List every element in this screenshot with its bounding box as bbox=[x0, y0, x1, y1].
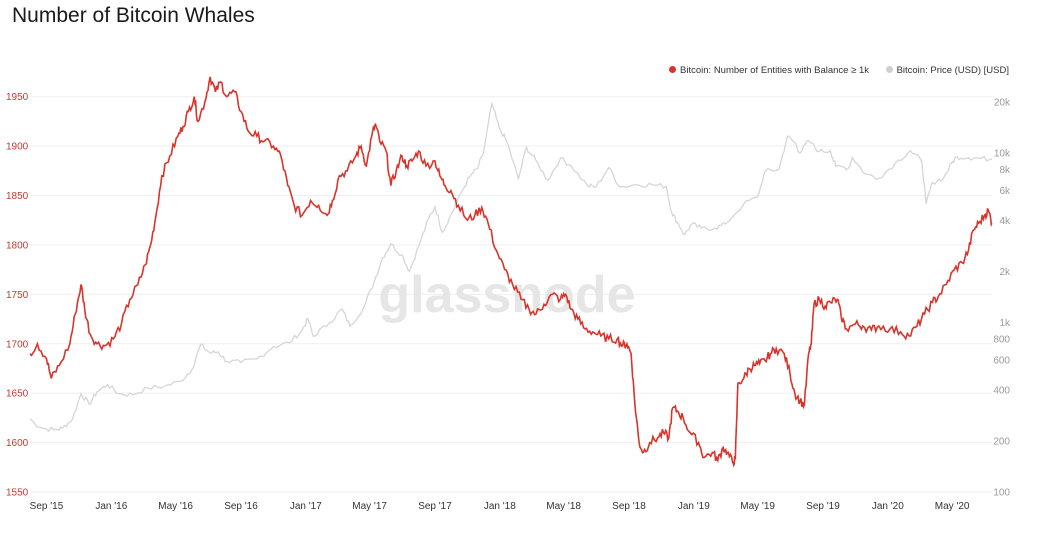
left-tick-label: 1750 bbox=[6, 290, 29, 301]
right-tick-label: 600 bbox=[993, 356, 1010, 367]
gridlines bbox=[30, 96, 992, 493]
chart-title: Number of Bitcoin Whales bbox=[12, 4, 255, 27]
whale-series-line bbox=[29, 76, 993, 468]
right-tick-label: 200 bbox=[993, 436, 1010, 447]
right-tick-label: 800 bbox=[993, 334, 1010, 345]
x-tick-label: May '16 bbox=[158, 501, 193, 512]
right-axis: 100 200 400 600 800 1k 2k 4k 6k 8k 10k 20k bbox=[993, 97, 1011, 498]
right-tick-label: 8k bbox=[999, 165, 1011, 176]
x-tick-label: May '20 bbox=[935, 501, 970, 512]
x-tick-label: Jan '16 bbox=[95, 501, 127, 512]
right-tick-label: 6k bbox=[999, 186, 1011, 197]
right-tick-label: 4k bbox=[999, 216, 1011, 227]
left-tick-label: 1600 bbox=[6, 438, 29, 449]
right-tick-label: 10k bbox=[994, 148, 1011, 159]
legend-swatch-whales bbox=[669, 66, 677, 73]
legend-label-price: Bitcoin: Price (USD) [USD] bbox=[896, 65, 1009, 76]
legend-label-whales: Bitcoin: Number of Entities with Balance… bbox=[680, 65, 869, 76]
legend-swatch-price bbox=[885, 66, 893, 73]
left-tick-label: 1950 bbox=[6, 92, 29, 103]
watermark: glassnode bbox=[378, 266, 635, 324]
x-axis: Sep '15 Jan '16 May '16 Sep '16 Jan '17 May '… bbox=[30, 501, 970, 512]
left-tick-label: 1800 bbox=[6, 240, 29, 251]
x-tick-label: Sep '16 bbox=[224, 501, 258, 512]
x-tick-label: May '19 bbox=[740, 501, 775, 512]
price-series-line bbox=[29, 101, 993, 433]
legend-item-whales[interactable]: Bitcoin: Number of Entities with Balance… bbox=[669, 65, 869, 76]
x-tick-label: Jan '17 bbox=[290, 501, 322, 512]
x-tick-label: Sep '18 bbox=[612, 501, 646, 512]
x-tick-label: May '18 bbox=[546, 501, 581, 512]
right-tick-label: 400 bbox=[993, 385, 1010, 396]
left-tick-label: 1850 bbox=[6, 191, 29, 202]
left-tick-label: 1900 bbox=[6, 142, 29, 153]
x-tick-label: Sep '19 bbox=[806, 501, 840, 512]
x-tick-label: May '17 bbox=[352, 501, 387, 512]
x-tick-label: Sep '15 bbox=[30, 501, 64, 512]
right-tick-label: 100 bbox=[993, 488, 1010, 499]
x-tick-label: Jan '19 bbox=[678, 501, 710, 512]
right-tick-label: 20k bbox=[994, 97, 1011, 108]
left-tick-label: 1650 bbox=[6, 389, 29, 400]
right-tick-label: 2k bbox=[999, 267, 1011, 278]
right-tick-label: 1k bbox=[999, 318, 1011, 329]
legend-item-price[interactable]: Bitcoin: Price (USD) [USD] bbox=[885, 65, 1009, 76]
left-tick-label: 1550 bbox=[6, 488, 29, 499]
x-tick-label: Jan '20 bbox=[872, 501, 904, 512]
x-tick-label: Sep '17 bbox=[418, 501, 452, 512]
left-tick-label: 1700 bbox=[6, 339, 29, 350]
x-tick-label: Jan '18 bbox=[484, 501, 516, 512]
left-axis: 1550 1600 1650 1700 1750 1800 1850 1900 1950 bbox=[6, 92, 29, 498]
